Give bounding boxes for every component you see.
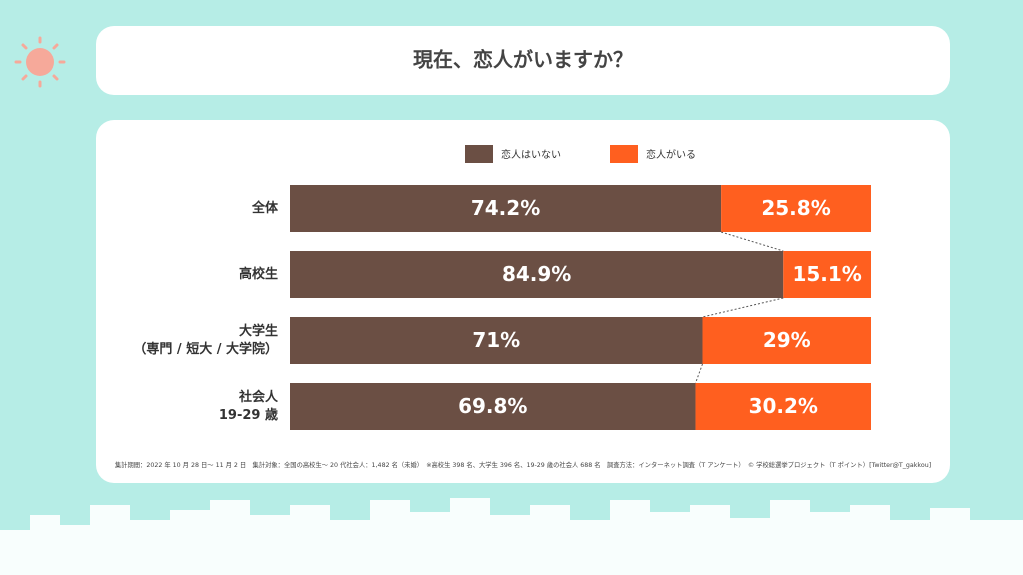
bar-segment (783, 251, 871, 298)
bar-segment (702, 317, 871, 364)
value-label: 25.8% (761, 196, 830, 220)
title-card (96, 26, 950, 95)
value-label: 30.2% (749, 394, 818, 418)
bar-segment (695, 383, 871, 430)
legend-label: 恋人はいない (501, 148, 561, 161)
connector (695, 363, 703, 384)
legend-label: 恋人がいる (646, 148, 696, 161)
value-label: 29% (763, 328, 811, 352)
legend-swatch (610, 145, 638, 163)
value-label: 84.9% (502, 262, 571, 286)
bar-segment (721, 185, 871, 232)
value-label: 74.2% (471, 196, 540, 220)
value-label: 71% (472, 328, 520, 352)
category-label: 社会人 19-29 歳 (218, 389, 278, 423)
legend-swatch (465, 145, 493, 163)
bar-segment (290, 383, 696, 430)
footnote: 集計期間：2022 年 10 月 28 日〜 11 月 2 日 集計対象：全国の… (115, 460, 931, 469)
bar-segment (290, 317, 703, 364)
connector (720, 231, 784, 252)
skyline (0, 498, 1023, 575)
sun-rays (14, 36, 66, 88)
bar-segment (290, 251, 784, 298)
category-label: 高校生 (238, 266, 278, 282)
sun (26, 48, 54, 76)
value-label: 15.1% (792, 262, 861, 286)
category-label: 全体 (251, 200, 278, 216)
chart-title: 現在、恋人がいますか？ (413, 48, 633, 72)
value-label: 69.8% (458, 394, 527, 418)
category-label: 大学生 （専門 / 短大 / 大学院） (133, 323, 278, 357)
bar-segment (290, 185, 722, 232)
connector (702, 297, 784, 318)
